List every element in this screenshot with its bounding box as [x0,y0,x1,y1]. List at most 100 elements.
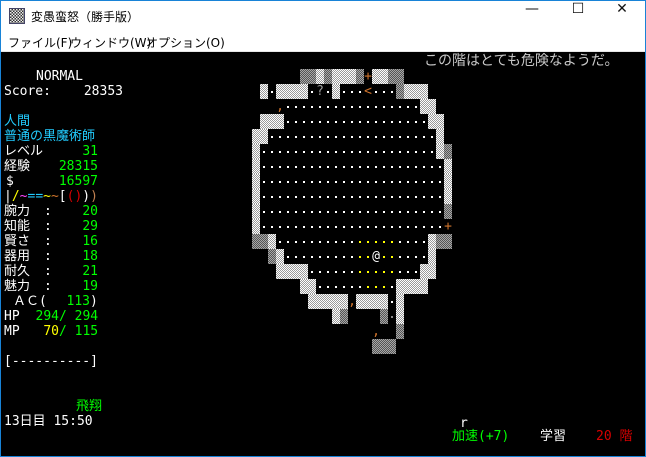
floor-tile [268,189,276,204]
title-bar[interactable]: 変愚蛮怒（勝手版） — ☐ ✕ [1,1,645,31]
floor-tile [356,99,364,114]
floor-tile [388,99,396,114]
menu-options[interactable]: オプション(O) [146,36,225,50]
granite-wall-tile [340,294,348,309]
floor-tile [324,234,332,249]
floor-tile [340,219,348,234]
floor-tile [348,114,356,129]
menu-window[interactable]: ウィンドウ(W) [70,36,152,50]
granite-wall-tile [356,294,364,309]
floor-tile [292,174,300,189]
equipment-slot: [ [58,189,67,204]
game-screen[interactable]: この階はとても危険なようだ。 NORMAL Score: 28353 人間 普通… [1,52,645,456]
granite-wall-tile [428,249,436,264]
floor-tile [372,174,380,189]
floor-tile [324,279,332,294]
maximize-button[interactable]: ☐ [571,1,585,17]
close-button[interactable]: ✕ [616,1,628,17]
floor-tile [372,84,380,99]
floor-tile [396,144,404,159]
floor-tile [420,174,428,189]
menu-file[interactable]: ファイル(F) [8,36,73,50]
floor-tile [388,84,396,99]
granite-wall-tile [252,219,260,234]
floor-tile [340,264,348,279]
floor-tile [268,159,276,174]
floor-tile [396,174,404,189]
floor-tile [316,219,324,234]
floor-tile [396,219,404,234]
floor-tile [348,264,356,279]
granite-wall-tile [428,264,436,279]
floor-tile [380,159,388,174]
floor-tile [284,144,292,159]
floor-tile [404,189,412,204]
floor-tile [260,174,268,189]
floor-tile [300,99,308,114]
game-mode: NORMAL [36,69,83,84]
granite-wall-tile [252,129,260,144]
floor-tile [284,189,292,204]
granite-wall-tile [372,69,380,84]
floor-tile [316,114,324,129]
floor-tile [308,129,316,144]
floor-tile [412,129,420,144]
granite-wall-tile [300,264,308,279]
floor-tile [428,189,436,204]
floor-tile [372,159,380,174]
floor-tile [324,84,332,99]
floor-tile [316,159,324,174]
floor-tile [412,159,420,174]
granite-wall-tile [308,294,316,309]
floor-tile [356,159,364,174]
floor-tile [316,129,324,144]
lit-floor-tile [388,234,396,249]
ac-label: ＡＣ( [13,294,47,309]
ac-close: ) [90,294,98,309]
floor-tile [340,279,348,294]
dark-wall-tile [444,234,452,249]
lit-floor-tile [380,264,388,279]
floor-tile [260,219,268,234]
dark-wall-tile [388,339,396,354]
floor-tile [276,159,284,174]
floor-tile [364,144,372,159]
floor-tile [356,84,364,99]
granite-wall-tile [420,99,428,114]
lit-floor-tile [380,249,388,264]
floor-tile [292,189,300,204]
study-status: 学習 [540,429,567,444]
floor-tile [332,264,340,279]
floor-tile [404,159,412,174]
granite-wall-tile [412,84,420,99]
dark-wall-tile [396,324,404,339]
floor-tile [340,99,348,114]
floor-tile [324,174,332,189]
floor-tile [340,174,348,189]
granite-wall-tile [252,189,260,204]
minimize-button[interactable]: — [525,1,539,17]
floor-tile [364,159,372,174]
granite-wall-tile [276,264,284,279]
floor-tile [428,144,436,159]
floor-tile [396,234,404,249]
floor-tile [284,114,292,129]
mp-value: 70 [43,324,59,339]
floor-tile [332,114,340,129]
stat-value: 20 [82,204,98,219]
floor-tile [308,159,316,174]
monster-health-bar: [----------] [4,354,98,369]
floor-tile [268,84,276,99]
floor-tile [300,144,308,159]
stat-label: 器用 [4,249,31,264]
floor-tile [340,234,348,249]
floor-tile [420,204,428,219]
floor-tile [396,129,404,144]
granite-wall-tile [420,279,428,294]
granite-wall-tile [332,294,340,309]
floor-tile [348,174,356,189]
equipment-summary: |/~==~~[())) [4,189,98,204]
class-title: 普通の黒魔術師 [4,129,96,144]
granite-wall-tile [428,234,436,249]
floor-tile [380,189,388,204]
